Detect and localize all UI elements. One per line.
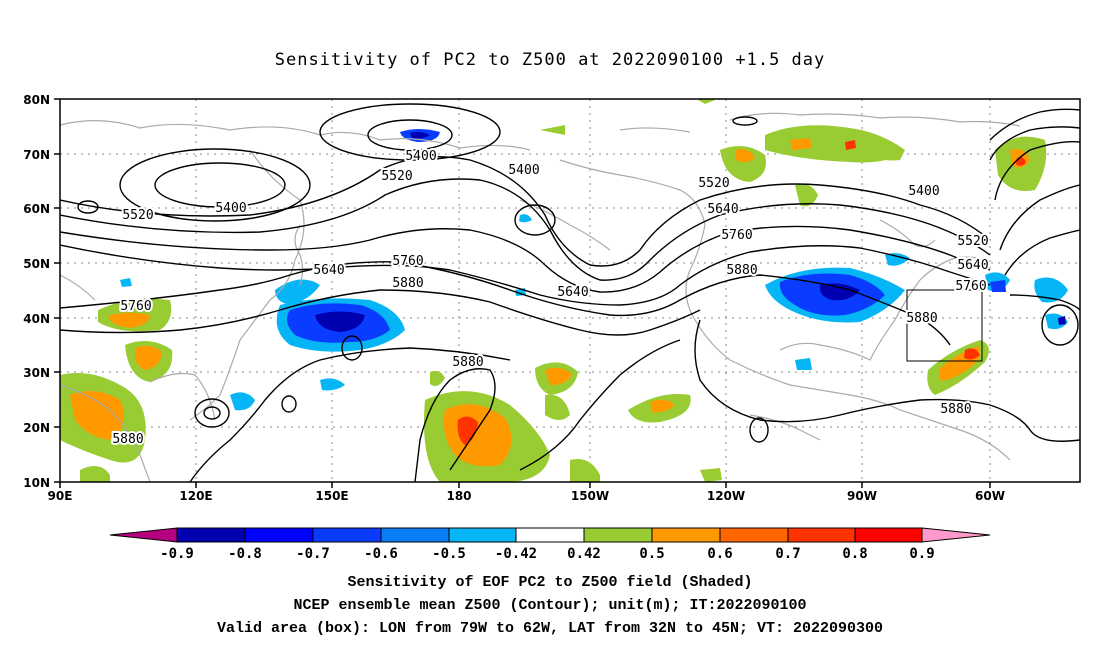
contour-label: 5520 — [381, 169, 412, 184]
contour-label: 5880 — [906, 311, 937, 326]
z500-contours — [60, 103, 1080, 482]
lon-label: 150E — [315, 489, 348, 503]
latitude-labels: 80N 70N 60N 50N 40N 30N 20N 10N — [23, 93, 50, 490]
lat-label: 70N — [23, 148, 50, 162]
contour-label: 5880 — [940, 402, 971, 417]
colorbar-high-triangle — [921, 527, 991, 543]
lon-label: 120W — [707, 489, 745, 503]
contour-label: 5640 — [313, 263, 344, 278]
contour-label: 5880 — [392, 276, 423, 291]
lon-label: 90E — [48, 489, 73, 503]
sensitivity-map: 80N 70N 60N 50N 40N 30N 20N 10N 90E 120E… — [23, 93, 1081, 562]
caption-shading: Sensitivity of EOF PC2 to Z500 field (Sh… — [347, 574, 753, 591]
map-frame — [59, 98, 1081, 483]
contour-label: 5880 — [452, 355, 483, 370]
longitude-labels: 90E 120E 150E 180 150W 120W 90W 60W — [48, 489, 1005, 503]
contour-label: 5520 — [122, 208, 153, 223]
contour-label: 5640 — [957, 258, 988, 273]
lon-label: 120E — [179, 489, 212, 503]
lat-label: 30N — [23, 366, 50, 380]
colorbar-swatch — [312, 527, 382, 543]
colorbar-label: -0.6 — [364, 546, 398, 562]
colorbar-swatch — [515, 527, 585, 543]
colorbar-labels: -0.9 -0.8 -0.7 -0.6 -0.5 -0.42 0.42 0.5 … — [160, 546, 935, 562]
colorbar-swatch — [651, 527, 721, 543]
lon-label: 60W — [975, 489, 1005, 503]
coastlines — [60, 112, 1021, 482]
colorbar-swatch — [583, 527, 653, 543]
contour-label: 5760 — [955, 279, 986, 294]
colorbar-label: -0.8 — [228, 546, 262, 562]
sensitivity-shading — [60, 99, 1068, 482]
lon-label: 150W — [571, 489, 609, 503]
lon-label: 180 — [446, 489, 471, 503]
colorbar-swatch — [380, 527, 450, 543]
contour-label: 5400 — [908, 184, 939, 199]
contour-label: 5760 — [392, 254, 423, 269]
contour-labels: 5400 5400 5400 5400 5520 5520 5520 5520 … — [110, 147, 990, 449]
contour-label: 5520 — [957, 234, 988, 249]
colorbar-label: 0.6 — [707, 546, 732, 562]
colorbar-label: -0.5 — [432, 546, 466, 562]
colorbar-label: 0.7 — [775, 546, 800, 562]
contour-label: 5400 — [215, 201, 246, 216]
contour-label: 5520 — [698, 176, 729, 191]
lat-label: 10N — [23, 476, 50, 490]
colorbar-swatch — [787, 527, 856, 543]
caption-valid-area: Valid area (box): LON from 79W to 62W, L… — [216, 620, 884, 637]
lat-label: 20N — [23, 421, 50, 435]
colorbar-swatch — [448, 527, 517, 543]
lat-label: 40N — [23, 312, 50, 326]
colorbar-label: 0.5 — [639, 546, 664, 562]
contour-label: 5880 — [112, 432, 143, 447]
contour-label: 5640 — [707, 202, 738, 217]
axis-ticks — [54, 98, 991, 488]
colorbar-low-triangle — [109, 527, 178, 543]
contour-label: 5400 — [405, 149, 436, 164]
caption-contour: NCEP ensemble mean Z500 (Contour); unit(… — [293, 597, 807, 614]
contour-label: 5760 — [120, 299, 151, 314]
colorbar-label: 0.9 — [909, 546, 934, 562]
lat-label: 50N — [23, 257, 50, 271]
colorbar-swatch — [854, 527, 923, 543]
contour-label: 5760 — [721, 228, 752, 243]
colorbar-label: 0.42 — [567, 546, 601, 562]
valid-area-box — [906, 289, 983, 362]
map-content — [60, 99, 1080, 482]
plot-title: Sensitivity of PC2 to Z500 at 2022090100… — [274, 50, 826, 70]
contour-label: 5400 — [508, 163, 539, 178]
colorbar-swatch — [244, 527, 314, 543]
contour-label: 5880 — [726, 263, 757, 278]
colorbar-label: -0.42 — [495, 546, 537, 562]
lat-label: 80N — [23, 93, 50, 107]
contour-label: 5640 — [557, 285, 588, 300]
lon-label: 90W — [847, 489, 877, 503]
lat-label: 60N — [23, 202, 50, 216]
colorbar-label: 0.8 — [842, 546, 867, 562]
colorbar-label: -0.9 — [160, 546, 194, 562]
colorbar-swatch — [719, 527, 789, 543]
colorbar-swatch — [176, 527, 246, 543]
colorbar-label: -0.7 — [296, 546, 330, 562]
colorbar — [109, 527, 991, 543]
